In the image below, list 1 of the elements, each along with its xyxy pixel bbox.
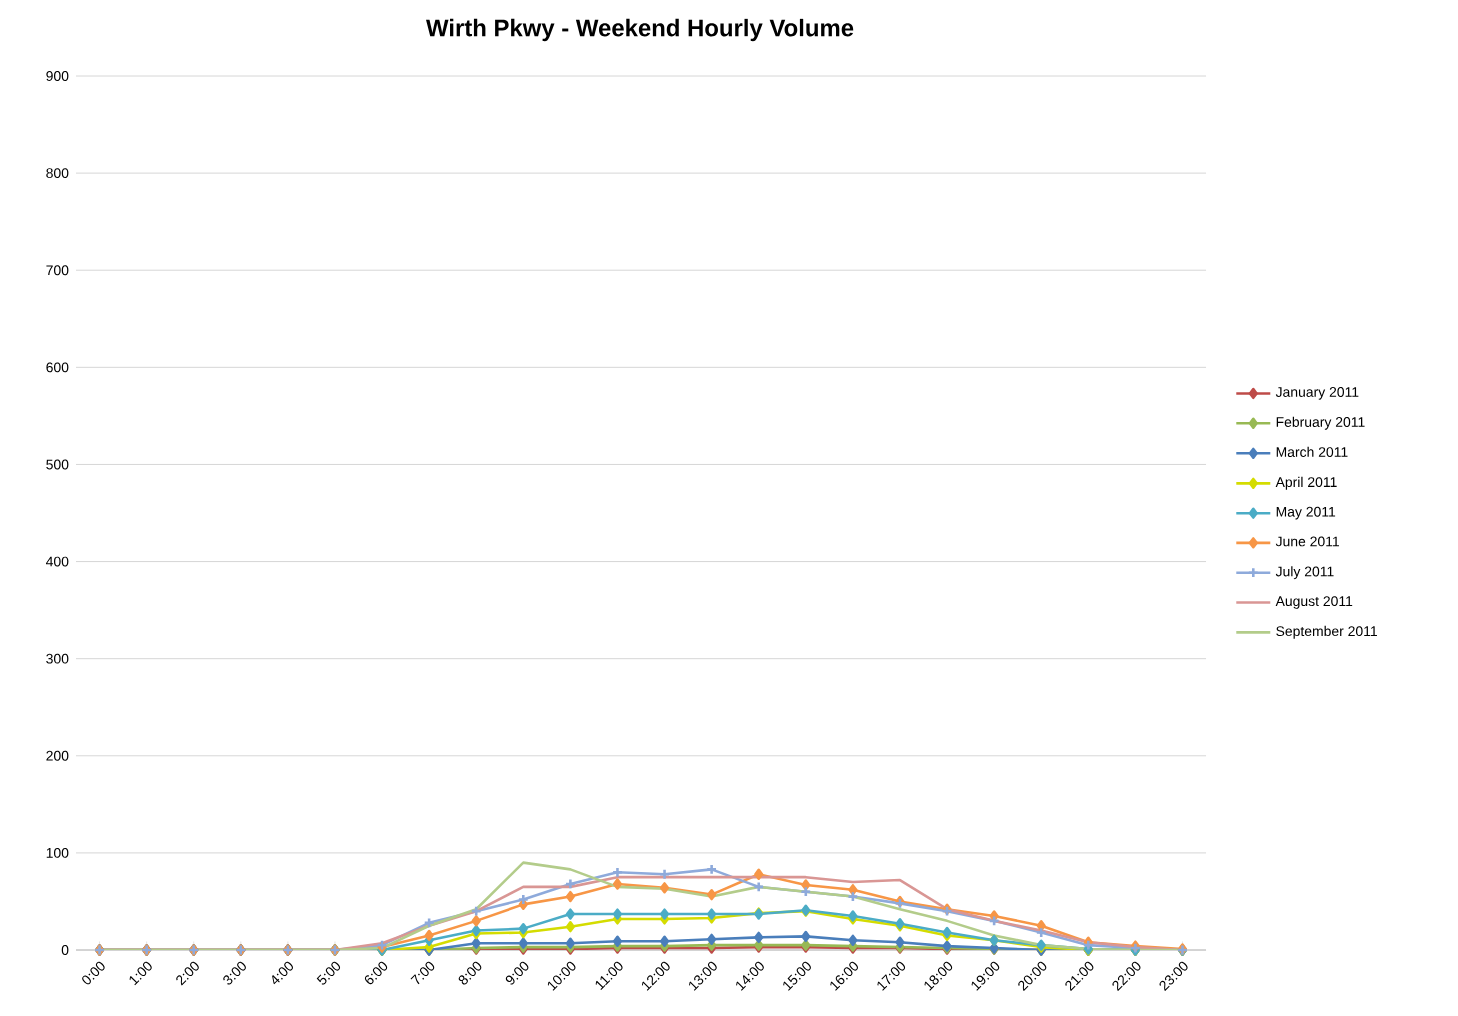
chart-title: Wirth Pkwy - Weekend Hourly Volume: [426, 18, 854, 42]
